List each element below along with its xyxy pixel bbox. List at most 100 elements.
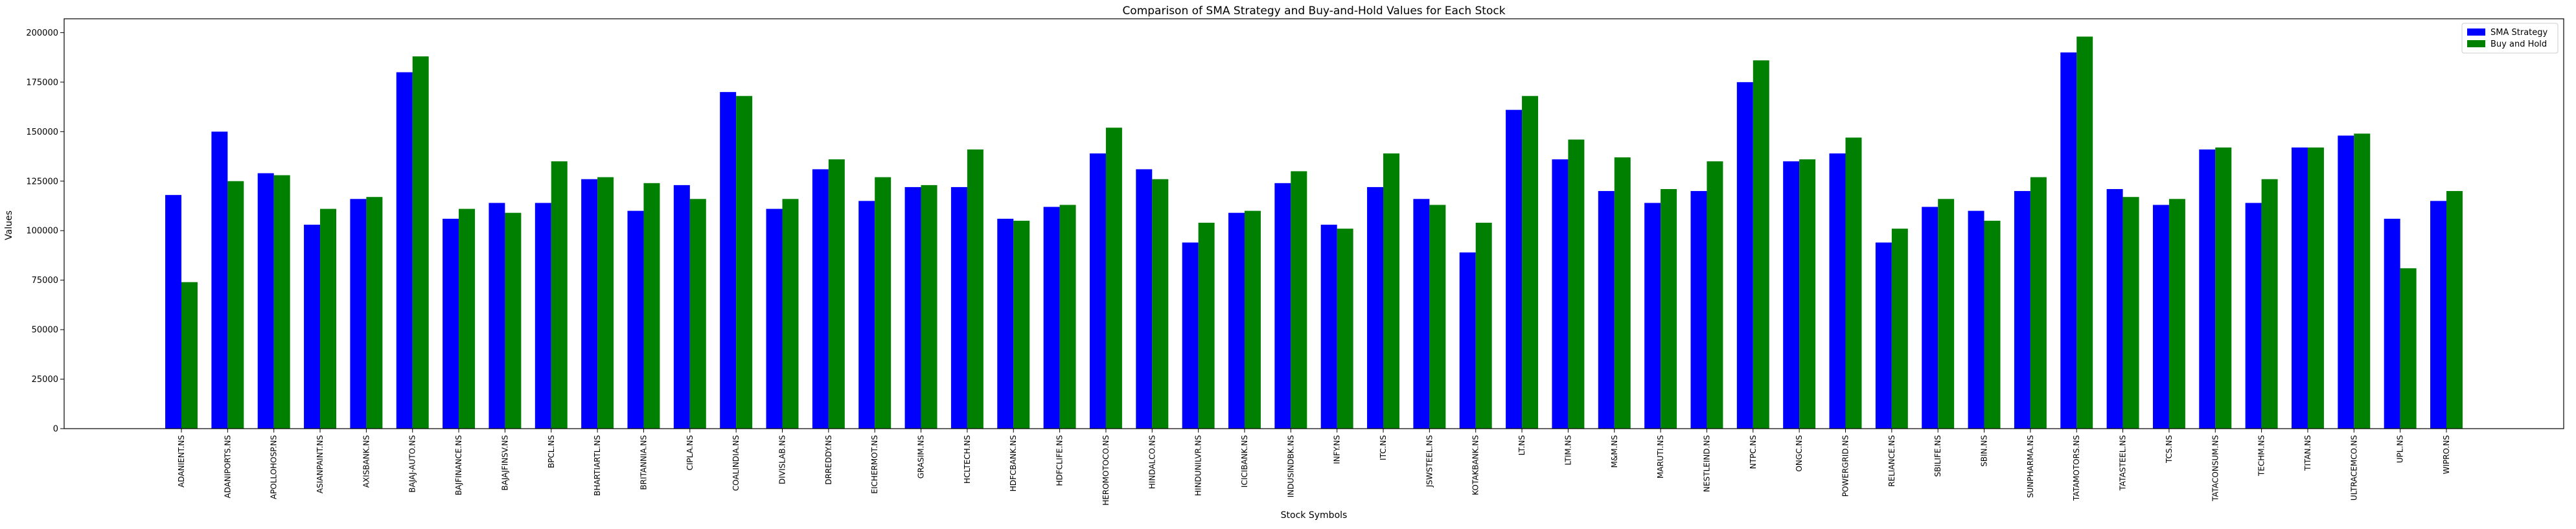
x-tick-label: BHARTIARTL.NS <box>593 435 602 496</box>
sma-bar <box>812 169 829 429</box>
sma-bar <box>673 185 690 429</box>
x-tick-label: RELIANCE.NS <box>1887 435 1896 487</box>
x-tick-label: ADANIPORTS.NS <box>223 435 232 498</box>
buy-hold-bar <box>412 56 429 429</box>
x-tick-label: APOLLOHOSP.NS <box>270 435 279 499</box>
sma-bar <box>1182 242 1199 429</box>
x-tick-label: TATASTEEL.NS <box>2119 435 2128 491</box>
buy-hold-bar <box>2076 36 2093 429</box>
sma-bar <box>2152 205 2169 429</box>
legend-label: SMA Strategy <box>2490 28 2548 38</box>
sma-bar <box>1598 191 1615 429</box>
buy-hold-bar <box>2215 147 2232 429</box>
x-tick-label: TCS.NS <box>2165 435 2174 464</box>
x-tick-label: AXISBANK.NS <box>362 435 371 488</box>
buy-hold-bar <box>273 175 290 429</box>
x-tick-label: NESTLEIND.NS <box>1702 435 1711 492</box>
sma-bar <box>1922 207 1938 429</box>
y-tick-label: 25000 <box>32 375 58 385</box>
x-tick-label: LTIM.NS <box>1563 435 1572 466</box>
buy-hold-bar <box>875 177 891 429</box>
sma-bar <box>950 186 967 429</box>
x-tick-label: DIVISLAB.NS <box>778 435 787 484</box>
x-tick-label: UPL.NS <box>2396 435 2405 463</box>
sma-bar <box>1274 183 1291 429</box>
sma-bar <box>396 72 413 429</box>
buy-hold-bar <box>2307 147 2324 429</box>
sma-bar <box>1875 242 1892 429</box>
buy-hold-bar <box>2354 133 2371 429</box>
sma-bar <box>1736 82 1753 429</box>
x-tick-label: M&M.NS <box>1610 435 1619 467</box>
x-tick-label: NTPC.NS <box>1749 435 1758 469</box>
sma-bar <box>1043 207 1060 429</box>
x-tick-label: EICHERMOT.NS <box>870 435 879 494</box>
sma-bar <box>165 195 181 429</box>
x-tick-label: BAJFINANCE.NS <box>454 435 463 495</box>
buy-hold-bar <box>1337 229 1353 429</box>
buy-hold-bar <box>1013 220 1030 429</box>
buy-hold-bar <box>227 181 244 429</box>
sma-bar <box>489 203 505 429</box>
sma-bar <box>1459 252 1476 429</box>
legend-swatch <box>2467 28 2485 36</box>
sma-bar <box>1829 153 1846 429</box>
sma-bar <box>1320 225 1337 429</box>
x-tick-label: GRASIM.NS <box>917 435 926 478</box>
y-axis-label: Values <box>4 210 14 240</box>
x-tick-label: INDUSINDBK.NS <box>1286 435 1295 497</box>
x-tick-label: MARUTI.NS <box>1656 435 1665 478</box>
buy-hold-bar <box>1429 205 1446 429</box>
sma-bar <box>1783 161 1800 429</box>
sma-bar <box>627 210 644 429</box>
buy-hold-bar <box>2168 199 2185 429</box>
sma-bar <box>1228 212 1245 429</box>
x-tick-label: COALINDIA.NS <box>731 435 741 491</box>
buy-hold-bar <box>1522 96 1539 429</box>
x-tick-label: HCLTECH.NS <box>963 435 972 484</box>
x-tick-label: HEROMOTOCO.NS <box>1101 435 1110 506</box>
bars-layer <box>165 36 2463 429</box>
buy-hold-bar <box>1799 159 1816 429</box>
x-tick-label: ASIANPAINT.NS <box>316 435 325 493</box>
x-tick-label: BAJAJFINSV.NS <box>500 435 509 491</box>
x-axis: ADANIENT.NS ADANIPORTS.NS APOLLOHOSP.NS ASI… <box>177 429 2451 506</box>
legend-box <box>2461 23 2559 54</box>
buy-hold-bar <box>597 177 614 429</box>
buy-hold-bar <box>1753 60 1769 429</box>
buy-hold-bar <box>320 208 337 429</box>
buy-hold-bar <box>1938 199 1955 429</box>
sma-bar <box>2060 52 2077 429</box>
buy-hold-bar <box>181 282 198 429</box>
buy-hold-bar <box>967 149 983 429</box>
buy-hold-bar <box>2030 177 2047 429</box>
plot-frame <box>63 18 2564 429</box>
x-tick-label: CIPLA.NS <box>685 435 695 471</box>
chart-title: Comparison of SMA Strategy and Buy-and-H… <box>1122 5 1505 17</box>
buy-hold-bar <box>1383 153 1399 429</box>
x-tick-label: HDFCBANK.NS <box>1009 435 1018 491</box>
sma-bar <box>1506 109 1523 429</box>
x-tick-label: TATACONSUM.NS <box>2211 435 2220 502</box>
x-tick-label: ICICIBANK.NS <box>1240 435 1249 488</box>
sma-bar <box>997 218 1014 429</box>
y-tick-label: 150000 <box>26 128 58 137</box>
buy-hold-bar <box>643 183 660 429</box>
x-tick-label: WIPRO.NS <box>2442 435 2451 474</box>
sma-bar <box>2014 191 2030 429</box>
y-tick-label: 50000 <box>32 326 58 335</box>
buy-hold-bar <box>1244 210 1261 429</box>
buy-hold-bar <box>459 208 476 429</box>
sma-bar <box>2199 149 2216 429</box>
x-tick-label: ONGC.NS <box>1795 435 1804 472</box>
sma-bar <box>257 173 274 429</box>
sma-bar <box>766 208 783 429</box>
sma-bar <box>904 186 921 429</box>
sma-bar <box>2430 201 2446 429</box>
buy-hold-bar <box>2261 179 2278 429</box>
sma-bar <box>2245 203 2262 429</box>
buy-hold-bar <box>1475 222 1492 429</box>
x-tick-label: KOTAKBANK.NS <box>1471 435 1480 495</box>
